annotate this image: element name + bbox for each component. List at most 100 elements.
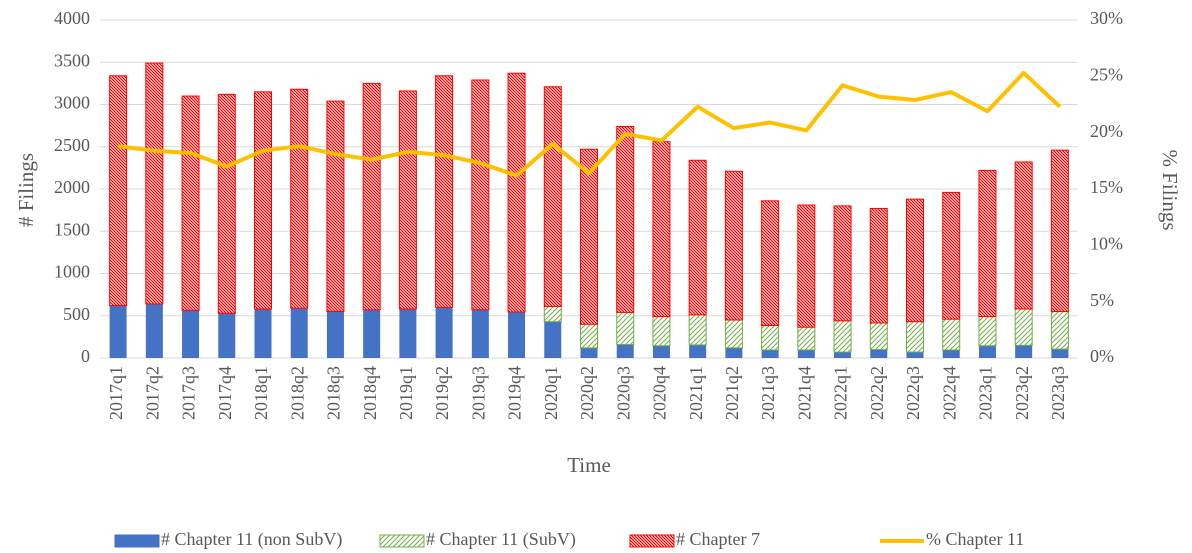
x-tick-label: 2022q1: [831, 366, 851, 420]
bar: [870, 349, 888, 358]
bar: [797, 349, 815, 358]
bar: [797, 326, 816, 351]
bar: [688, 314, 707, 346]
bar: [580, 347, 598, 358]
y2-axis-title: % Filings: [1158, 149, 1182, 230]
bar: [543, 86, 562, 307]
bar: [1015, 345, 1033, 358]
bar: [181, 95, 200, 311]
bar: [580, 323, 598, 349]
x-tick-label: 2020q2: [577, 366, 597, 420]
x-tick-label: 2023q1: [976, 366, 996, 420]
bar: [797, 204, 816, 328]
x-axis-title: Time: [567, 453, 611, 477]
bar: [725, 347, 743, 358]
y-tick-label: 1000: [54, 262, 90, 282]
bar: [471, 309, 489, 358]
x-tick-label: 2021q1: [686, 366, 706, 420]
legend-label: # Chapter 11 (SubV): [426, 529, 576, 550]
bar: [362, 82, 381, 311]
y2-tick-label: 15%: [1090, 177, 1123, 197]
bar: [833, 320, 852, 353]
bar: [652, 345, 670, 358]
bar: [652, 316, 671, 347]
bar: [616, 344, 634, 358]
bar: [869, 322, 888, 351]
bar: [978, 169, 997, 318]
bar: [1051, 349, 1069, 358]
bar: [145, 62, 164, 305]
x-tick-label: 2018q3: [324, 366, 344, 420]
bar: [1050, 149, 1069, 313]
bar: [652, 141, 671, 318]
y-axis-title: # Filings: [14, 153, 38, 227]
y-tick-label: 0: [81, 346, 90, 366]
bar: [616, 311, 635, 345]
bar: [326, 100, 345, 313]
line: [117, 70, 1062, 178]
bar: [290, 308, 308, 358]
y2-tick-label: 25%: [1090, 64, 1123, 84]
bar: [471, 79, 490, 311]
bar: [906, 352, 924, 358]
bar: [688, 159, 707, 316]
legend-label: # Chapter 7: [676, 529, 760, 549]
bar: [507, 72, 526, 313]
legend-label: # Chapter 11 (non SubV): [161, 529, 342, 550]
bar: [906, 198, 924, 323]
bar: [1014, 308, 1033, 346]
bar: [1050, 311, 1069, 350]
y-tick-label: 2000: [54, 177, 90, 197]
legend-swatch: [629, 534, 675, 548]
bar: [544, 321, 562, 358]
bar: [978, 345, 996, 358]
bar: [761, 349, 779, 358]
x-tick-label: 2021q4: [794, 366, 814, 420]
bar: [1014, 161, 1033, 310]
bar: [290, 88, 309, 309]
x-tick-label: 2021q2: [722, 366, 742, 420]
bar: [508, 311, 526, 358]
bar: [761, 324, 780, 351]
legend-swatch: [379, 534, 425, 548]
bar: [398, 90, 417, 310]
bar: [182, 310, 200, 358]
y-tick-label: 3000: [54, 93, 90, 113]
bar: [145, 303, 163, 358]
y-tick-label: 4000: [54, 8, 90, 28]
x-tick-label: 2019q4: [505, 366, 525, 420]
bar: [616, 125, 635, 313]
y2-tick-label: 10%: [1090, 233, 1123, 253]
x-tick-label: 2022q2: [867, 366, 887, 420]
y-tick-label: 1500: [54, 219, 90, 239]
x-tick-label: 2018q1: [251, 366, 271, 420]
y2-tick-label: 0%: [1090, 346, 1114, 366]
bar: [254, 308, 272, 358]
bar: [363, 309, 381, 358]
x-tick-label: 2023q2: [1012, 366, 1032, 420]
x-tick-label: 2019q2: [432, 366, 452, 420]
bar: [834, 352, 852, 358]
bar: [906, 321, 924, 353]
legend-swatch: [114, 534, 160, 548]
bar: [435, 75, 454, 308]
x-tick-label: 2020q1: [541, 366, 561, 420]
bar: [833, 205, 852, 322]
bar: [109, 75, 128, 307]
x-tick-label: 2017q1: [106, 366, 126, 420]
y2-tick-label: 5%: [1090, 290, 1114, 310]
bar: [580, 148, 598, 325]
y-tick-label: 2500: [54, 135, 90, 155]
bar: [942, 349, 960, 358]
bar: [109, 305, 127, 358]
bar: [724, 319, 743, 349]
x-tick-label: 2020q3: [613, 366, 633, 420]
x-tick-label: 2017q3: [179, 366, 199, 420]
x-tick-label: 2019q3: [468, 366, 488, 420]
x-tick-label: 2018q2: [287, 366, 307, 420]
bar: [218, 313, 236, 358]
x-tick-label: 2023q3: [1048, 366, 1068, 420]
bar: [689, 344, 707, 358]
x-tick-label: 2017q4: [215, 366, 235, 420]
